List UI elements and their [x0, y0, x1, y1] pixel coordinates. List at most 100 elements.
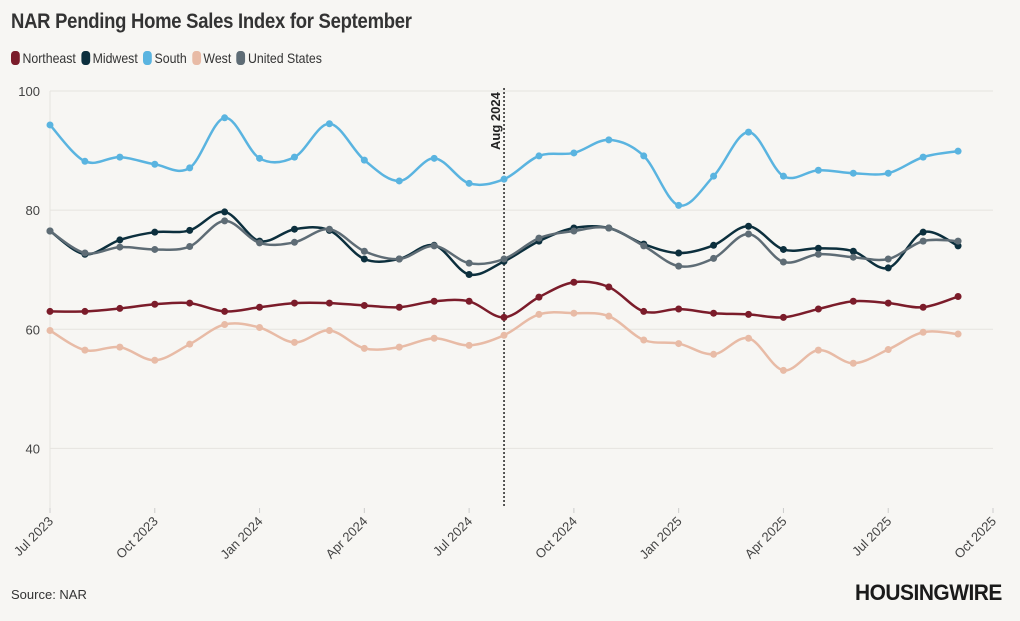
x-tick-label: Apr 2025 [742, 514, 790, 562]
data-point [116, 343, 124, 351]
data-point [360, 301, 368, 309]
data-point [675, 340, 683, 348]
data-point [640, 307, 648, 315]
data-point [81, 249, 89, 257]
data-point [884, 169, 892, 177]
legend-label: United States [247, 50, 322, 66]
legend-label: South [154, 50, 187, 66]
legend: Northeast Midwest South West United States [11, 50, 322, 66]
data-point [710, 350, 718, 358]
legend-label: West [203, 50, 232, 66]
data-point [814, 244, 822, 252]
data-point [430, 242, 438, 250]
data-point [290, 338, 298, 346]
data-point [919, 153, 927, 161]
data-point [605, 136, 613, 144]
data-point [151, 160, 159, 168]
data-point [256, 323, 264, 331]
data-point [81, 346, 89, 354]
data-point [116, 236, 124, 244]
legend-item[interactable]: United States [236, 50, 322, 66]
data-point [221, 321, 229, 329]
data-point [325, 225, 333, 233]
data-point [221, 114, 229, 122]
data-point [954, 293, 962, 301]
legend-item[interactable]: South [143, 50, 187, 66]
data-point [186, 242, 194, 250]
legend-item[interactable]: Northeast [11, 50, 76, 66]
x-tick-label: Jul 2025 [849, 514, 894, 559]
data-point [535, 152, 543, 160]
data-point [849, 297, 857, 305]
data-point [430, 154, 438, 162]
data-point [290, 299, 298, 307]
x-tick-label: Jan 2024 [217, 514, 265, 562]
data-point [605, 283, 613, 291]
data-point [151, 356, 159, 364]
data-point [290, 153, 298, 161]
x-tick-label: Jul 2024 [430, 514, 475, 559]
data-point [710, 241, 718, 249]
data-point [640, 152, 648, 160]
data-point [465, 341, 473, 349]
data-point [81, 157, 89, 165]
data-point [675, 305, 683, 313]
data-point [605, 312, 613, 320]
data-point [535, 310, 543, 318]
legend-item[interactable]: West [191, 50, 232, 66]
data-point [849, 253, 857, 261]
data-point [745, 230, 753, 238]
legend-swatch [81, 51, 90, 65]
data-point [745, 222, 753, 230]
data-point [779, 366, 787, 374]
legend-label: Northeast [22, 50, 76, 66]
data-point [325, 120, 333, 128]
data-point [570, 309, 578, 317]
legend-swatch [11, 51, 20, 65]
data-point [151, 228, 159, 236]
data-point [325, 326, 333, 334]
data-point [151, 300, 159, 308]
data-point [779, 172, 787, 180]
data-point [779, 245, 787, 253]
data-point [81, 307, 89, 315]
data-point [884, 346, 892, 354]
data-point [884, 255, 892, 263]
x-tick-label: Apr 2024 [323, 514, 371, 562]
data-point [570, 149, 578, 157]
data-point [919, 237, 927, 245]
y-tick-label: 80 [26, 203, 40, 218]
data-point [535, 234, 543, 242]
data-point [116, 153, 124, 161]
data-point [465, 259, 473, 267]
data-point [360, 344, 368, 352]
data-point [814, 346, 822, 354]
data-point [256, 154, 264, 162]
legend-swatch [191, 51, 201, 65]
data-point [360, 255, 368, 263]
data-point [710, 254, 718, 262]
x-tick-label: Jan 2025 [636, 514, 684, 562]
legend-item[interactable]: Midwest [81, 50, 138, 66]
data-point [954, 237, 962, 245]
data-point [814, 166, 822, 174]
data-point [919, 328, 927, 336]
x-tick-label: Oct 2024 [532, 514, 580, 562]
data-point [570, 227, 578, 235]
data-point [745, 310, 753, 318]
data-point [849, 169, 857, 177]
data-point [570, 278, 578, 286]
data-point [500, 255, 508, 263]
data-point [360, 156, 368, 164]
legend-swatch [236, 51, 246, 65]
data-point [46, 227, 54, 235]
data-point [46, 326, 54, 334]
source-note: Source: NAR [11, 587, 87, 602]
data-point [395, 303, 403, 311]
data-point [290, 225, 298, 233]
data-point [256, 239, 264, 247]
data-point [186, 340, 194, 348]
data-point [465, 179, 473, 187]
data-point [151, 245, 159, 253]
data-point [290, 238, 298, 246]
